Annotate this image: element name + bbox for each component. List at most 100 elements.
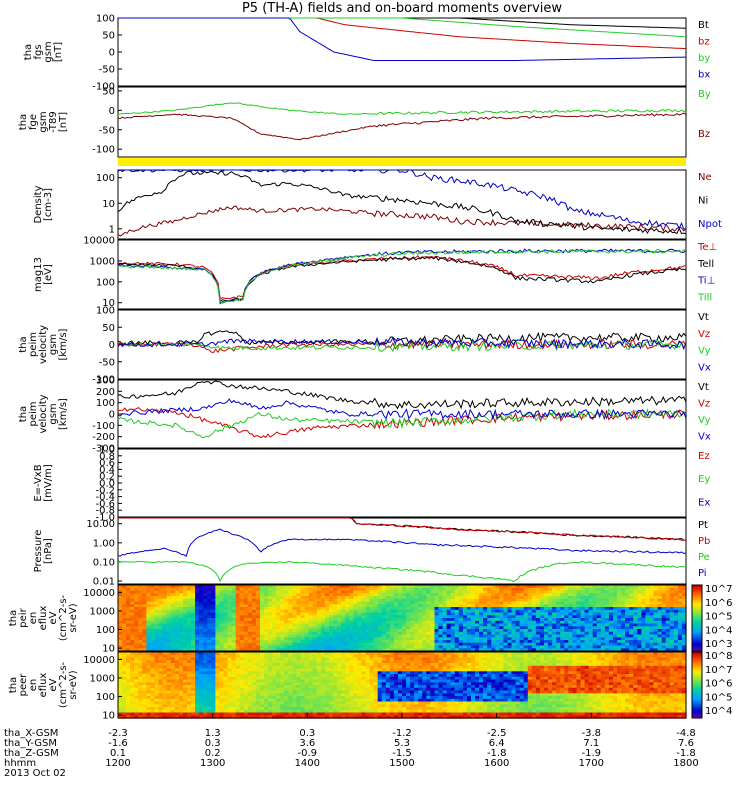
spectrogram-cell [300, 674, 306, 678]
spectrogram-cell [130, 618, 135, 622]
spectrogram-cell [231, 590, 237, 594]
spectrogram-cell [251, 712, 257, 716]
spectrogram-cell [247, 645, 253, 649]
spectrogram-cell [268, 704, 273, 708]
spectrogram-cell [264, 687, 269, 692]
spectrogram-cell [406, 598, 411, 603]
spectrogram-cell [568, 623, 573, 627]
spectrogram-cell [207, 642, 212, 647]
spectrogram-cell [337, 663, 342, 667]
spectrogram-cell [600, 629, 606, 633]
spectrogram-cell [284, 657, 289, 661]
spectrogram-cell [268, 645, 273, 649]
spectrogram-cell [600, 612, 606, 616]
spectrogram-cell [324, 685, 330, 689]
spectrogram-cell [515, 601, 521, 605]
spectrogram-cell [276, 645, 281, 649]
spectrogram-cell [552, 604, 557, 608]
spectrogram-cell [195, 709, 200, 714]
spectrogram-cell [422, 609, 427, 614]
spectrogram-cell [166, 671, 172, 675]
spectrogram-cell [211, 587, 216, 592]
spectrogram-cell [353, 640, 358, 644]
spectrogram-cell [154, 648, 160, 652]
spectrogram-cell [499, 626, 505, 630]
spectrogram-cell [377, 604, 383, 608]
spectrogram-cell [195, 601, 200, 605]
spectrogram-cell [552, 587, 557, 592]
spectrogram-cell [402, 585, 407, 589]
spectrogram-cell [187, 645, 192, 649]
spectrogram-cell [174, 679, 180, 683]
spectrogram-cell [191, 709, 196, 714]
spectrogram-cell [333, 626, 338, 630]
spectrogram-cell [491, 648, 496, 652]
spectrogram-cell [369, 645, 375, 649]
spectrogram-cell [320, 707, 326, 711]
spectrogram-cell [491, 629, 496, 633]
spectrogram-cell [276, 604, 281, 608]
spectrogram-cell [251, 645, 257, 649]
spectrogram-cell [150, 671, 156, 675]
spectrogram-cell [215, 679, 221, 683]
spectrogram-cell [511, 604, 517, 608]
spectrogram-cell [426, 587, 431, 592]
spectrogram-cell [130, 676, 135, 681]
spectrogram-cell [260, 704, 265, 708]
spectrogram-cell [195, 590, 200, 594]
spectrogram-cell [239, 585, 245, 589]
spectrogram-cell [126, 701, 131, 705]
spectrogram-cell [304, 707, 310, 711]
spectrogram-cell [235, 657, 241, 661]
spectrogram-cell [138, 701, 143, 705]
vx-trace [117, 398, 687, 421]
spectrogram-cell [268, 709, 273, 714]
spectrogram-cell [150, 615, 156, 619]
spectrogram-cell [349, 645, 354, 649]
spectrogram-cell [320, 604, 326, 608]
spectrogram-cell [633, 620, 638, 625]
spectrogram-cell [300, 698, 306, 703]
spectrogram-cell [170, 585, 176, 589]
spectrogram-cell [426, 601, 431, 605]
spectrogram-cell [560, 629, 565, 633]
spectrogram-cell [239, 645, 245, 649]
spectrogram-cell [166, 709, 172, 714]
spectrogram-cell [377, 587, 383, 592]
spectrogram-cell [134, 598, 139, 603]
spectrogram-cell [677, 631, 683, 636]
spectrogram-cell [251, 626, 257, 630]
spectrogram-cell [292, 671, 298, 675]
spectrogram-cell [207, 701, 212, 705]
spectrogram-cell [296, 587, 302, 592]
spectrogram-cell [681, 640, 687, 644]
spectrogram-cell [389, 637, 395, 641]
spectrogram-cell [215, 604, 221, 608]
y-axis-label: tha [18, 114, 29, 130]
spectrogram-cell [422, 593, 427, 597]
spectrogram-cell [345, 701, 350, 705]
spectrogram-cell [600, 587, 606, 592]
spectrogram-cell [158, 704, 164, 708]
spectrogram-cell [576, 587, 582, 592]
spectrogram-cell [568, 642, 573, 647]
spectrogram-cell [333, 590, 338, 594]
spectrogram-cell [203, 676, 208, 681]
spectrogram-cell [337, 596, 342, 600]
spectrogram-cell [471, 609, 476, 614]
spectrogram-cell [365, 623, 371, 627]
spectrogram-cell [333, 709, 338, 714]
spectrogram-cell [677, 604, 683, 608]
spectrogram-cell [410, 609, 415, 614]
spectrogram-cell [491, 593, 496, 597]
spectrogram-cell [227, 604, 233, 608]
spectrogram-cell [454, 626, 460, 630]
spectrogram-cell [276, 607, 281, 611]
spectrogram-cell [255, 620, 261, 625]
spectrogram-cell [304, 609, 310, 614]
spectrogram-cell [483, 629, 488, 633]
spectrogram-cell [365, 585, 371, 589]
spectrogram-cell [268, 657, 273, 661]
spectrogram-cell [134, 620, 139, 625]
